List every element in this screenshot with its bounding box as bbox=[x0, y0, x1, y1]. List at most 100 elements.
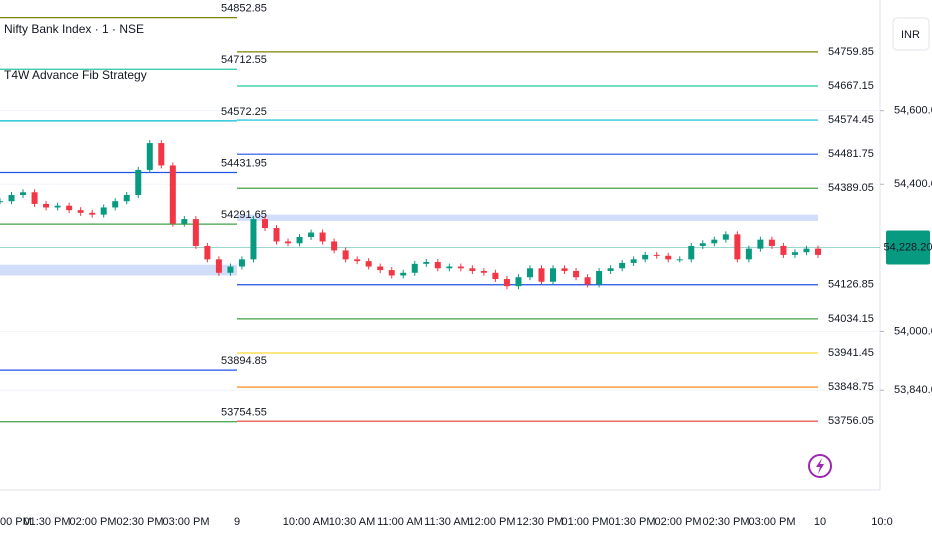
fib-level-label: 54389.05 bbox=[828, 182, 874, 194]
candle bbox=[469, 268, 476, 271]
candle bbox=[227, 266, 234, 273]
candle bbox=[342, 250, 349, 260]
candle bbox=[619, 262, 626, 269]
fib-level-label: 54034.15 bbox=[828, 313, 874, 325]
lightning-icon bbox=[816, 458, 824, 474]
candle bbox=[538, 268, 545, 282]
fib-level-label: 54574.45 bbox=[828, 114, 874, 126]
y-tick-label: 54,000.00 bbox=[894, 325, 932, 337]
currency-button[interactable] bbox=[892, 17, 930, 51]
candle bbox=[607, 268, 614, 271]
candle bbox=[0, 201, 3, 203]
fib-level-label: 54759.85 bbox=[828, 46, 874, 58]
candle bbox=[423, 262, 430, 264]
indicator-name: T4W Advance Fib Strategy bbox=[4, 68, 147, 82]
candle bbox=[446, 266, 453, 269]
x-tick-label: 03:00 PM bbox=[748, 516, 795, 528]
candle bbox=[112, 201, 119, 208]
candle bbox=[377, 266, 384, 271]
candle bbox=[722, 234, 729, 240]
candle bbox=[434, 262, 441, 269]
candle bbox=[238, 259, 245, 267]
y-tick-label: 54,600.00 bbox=[894, 105, 932, 117]
candle bbox=[158, 143, 165, 166]
candle bbox=[135, 169, 142, 195]
x-tick-label: 02:00 PM bbox=[654, 516, 701, 528]
candle bbox=[31, 192, 38, 204]
candle bbox=[89, 212, 96, 215]
plot-area: 54852.85 54712.55 54572.25 54431.95 54291.65… bbox=[0, 3, 884, 427]
candle bbox=[503, 279, 510, 287]
candle bbox=[791, 252, 798, 255]
x-tick-label: 9 bbox=[234, 516, 240, 528]
y-tick-label: 53,840.00 bbox=[894, 384, 932, 396]
candle bbox=[480, 270, 487, 273]
candle bbox=[66, 205, 73, 211]
candle bbox=[815, 248, 821, 255]
fib-level-label: 54852.85 bbox=[221, 3, 267, 15]
candle bbox=[250, 219, 257, 260]
x-tick-label: 10:00 AM bbox=[283, 516, 329, 528]
candle bbox=[354, 259, 361, 262]
candle bbox=[215, 259, 222, 273]
candle bbox=[665, 255, 672, 260]
zone bbox=[237, 214, 818, 221]
fib-level-label: 54431.95 bbox=[221, 157, 267, 169]
currency-label: INR bbox=[901, 29, 920, 41]
y-tick-label: 54,400.00 bbox=[894, 178, 932, 190]
candle bbox=[734, 234, 741, 260]
fib-level-label: 53894.85 bbox=[221, 355, 267, 367]
candle bbox=[331, 241, 338, 251]
candle bbox=[204, 245, 211, 260]
fib-level-label: 53754.55 bbox=[221, 407, 267, 419]
candle bbox=[400, 272, 407, 276]
fib-level-label: 54572.25 bbox=[221, 106, 267, 118]
x-tick-label: 02:30 PM bbox=[116, 516, 163, 528]
candle bbox=[711, 239, 718, 244]
candle bbox=[653, 254, 660, 256]
x-tick-label: 10 bbox=[814, 516, 826, 528]
fib-level-label: 53756.05 bbox=[828, 415, 874, 427]
candle bbox=[561, 268, 568, 271]
x-tick-label: 02:30 PM bbox=[702, 516, 749, 528]
candle bbox=[803, 248, 810, 253]
candle bbox=[573, 270, 580, 278]
x-tick-label: 01:30 PM bbox=[23, 516, 70, 528]
candle bbox=[388, 270, 395, 276]
fib-level-label: 53848.75 bbox=[828, 381, 874, 393]
candle bbox=[100, 207, 107, 215]
candle bbox=[492, 272, 499, 280]
candle bbox=[319, 232, 326, 242]
x-tick-label: 12:00 PM bbox=[468, 516, 515, 528]
candle bbox=[676, 259, 683, 261]
candle bbox=[285, 241, 292, 244]
last-price-label: 54,228.20 bbox=[884, 241, 932, 253]
candle bbox=[550, 268, 557, 282]
last-price-tag bbox=[886, 230, 930, 265]
fib-level-label: 54291.65 bbox=[221, 209, 267, 221]
x-tick-label: 03:00 PM bbox=[162, 516, 209, 528]
fib-level-label: 54712.55 bbox=[221, 54, 267, 66]
x-tick-label: 01:30 PM bbox=[608, 516, 655, 528]
zone bbox=[0, 264, 237, 276]
candle bbox=[526, 268, 533, 278]
candle bbox=[642, 254, 649, 260]
candle bbox=[457, 266, 464, 269]
fib-level-label: 54481.75 bbox=[828, 148, 874, 160]
candle bbox=[77, 210, 84, 213]
symbol-title: Nifty Bank Index · 1 · NSE bbox=[4, 22, 144, 36]
x-tick-label: 01:00 PM bbox=[561, 516, 608, 528]
candle bbox=[169, 165, 176, 224]
x-tick-label: 00 PM bbox=[0, 516, 32, 528]
candle bbox=[273, 228, 280, 242]
x-tick-label: 10:0 bbox=[871, 516, 892, 528]
candle bbox=[630, 259, 637, 263]
candle bbox=[688, 245, 695, 260]
candle bbox=[699, 243, 706, 246]
candle bbox=[411, 263, 418, 273]
candle bbox=[123, 194, 130, 202]
candle bbox=[192, 219, 199, 246]
candle bbox=[261, 219, 268, 229]
candle bbox=[181, 219, 188, 224]
